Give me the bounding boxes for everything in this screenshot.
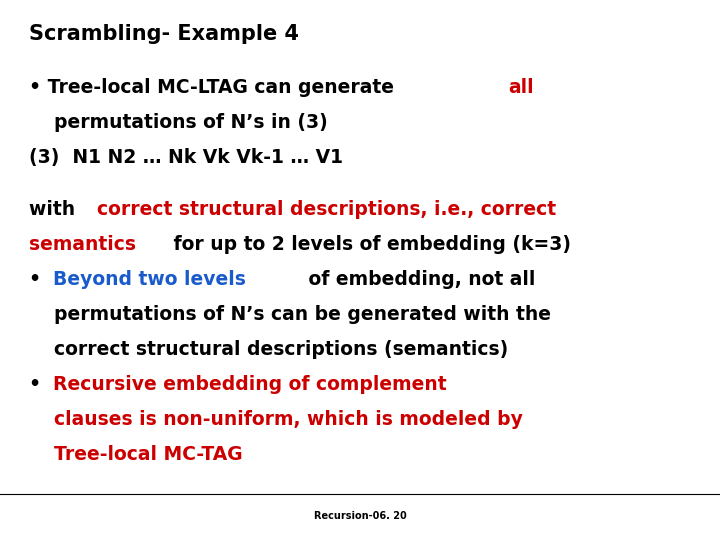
Text: Recursion-06. 20: Recursion-06. 20 bbox=[314, 511, 406, 521]
Text: with: with bbox=[29, 200, 81, 219]
Text: correct structural descriptions (semantics): correct structural descriptions (semanti… bbox=[54, 340, 508, 359]
Text: Recursive embedding of complement: Recursive embedding of complement bbox=[53, 375, 446, 394]
Text: • Tree-local MC-LTAG can generate: • Tree-local MC-LTAG can generate bbox=[29, 78, 400, 97]
Text: •: • bbox=[29, 375, 48, 394]
Text: all: all bbox=[508, 78, 534, 97]
Text: •: • bbox=[29, 270, 48, 289]
Text: Beyond two levels: Beyond two levels bbox=[53, 270, 246, 289]
Text: for up to 2 levels of embedding (k=3): for up to 2 levels of embedding (k=3) bbox=[167, 235, 571, 254]
Text: Tree-local MC-TAG: Tree-local MC-TAG bbox=[54, 446, 243, 464]
Text: permutations of N’s in (3): permutations of N’s in (3) bbox=[54, 113, 328, 132]
Text: correct structural descriptions, i.e., correct: correct structural descriptions, i.e., c… bbox=[96, 200, 556, 219]
Text: clauses is non-uniform, which is modeled by: clauses is non-uniform, which is modeled… bbox=[54, 410, 523, 429]
Text: of embedding, not all: of embedding, not all bbox=[302, 270, 535, 289]
Text: (3)  N1 N2 … Nk Vk Vk-1 … V1: (3) N1 N2 … Nk Vk Vk-1 … V1 bbox=[29, 148, 343, 167]
Text: permutations of N’s can be generated with the: permutations of N’s can be generated wit… bbox=[54, 305, 551, 324]
Text: Scrambling- Example 4: Scrambling- Example 4 bbox=[29, 24, 299, 44]
Text: semantics: semantics bbox=[29, 235, 136, 254]
